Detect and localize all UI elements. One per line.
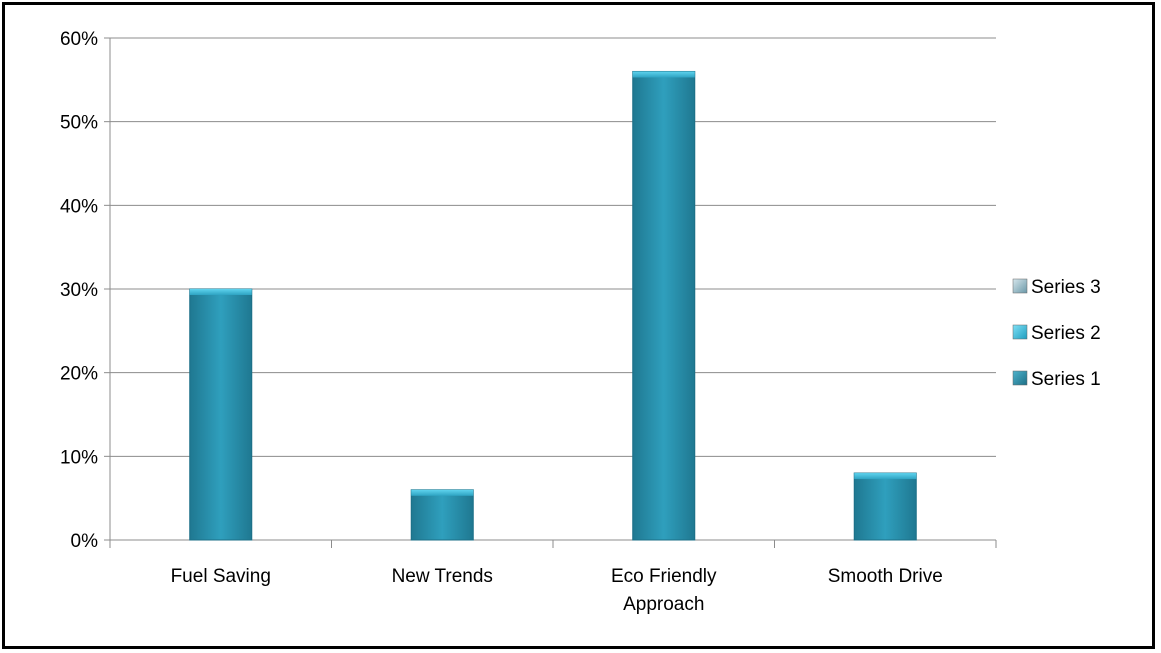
- bar-top: [854, 473, 917, 480]
- legend: Series 3 Series 2 Series 1: [1012, 277, 1101, 390]
- bars: [189, 70, 917, 541]
- x-tick-label: Fuel Saving: [171, 566, 271, 587]
- axes: [104, 37, 997, 548]
- x-tick-label: New Trends: [392, 566, 493, 587]
- bar: [189, 288, 253, 541]
- legend-label: Series 2: [1031, 323, 1101, 344]
- legend-swatch: [1012, 370, 1028, 386]
- y-tick-label: 60%: [60, 29, 98, 50]
- legend-swatch: [1012, 324, 1028, 340]
- gridlines: [110, 37, 996, 457]
- bar: [632, 70, 696, 541]
- tick-labels: 0% 10% 20% 30% 40% 50% 60% Fuel Saving New Trend…: [60, 29, 943, 615]
- legend-label: Series 3: [1031, 277, 1101, 298]
- bar: [853, 472, 917, 541]
- bar-top: [632, 71, 695, 78]
- y-tick-label: 10%: [60, 447, 98, 468]
- y-tick-label: 40%: [60, 196, 98, 217]
- bar: [410, 489, 474, 541]
- y-tick-label: 0%: [71, 531, 99, 552]
- x-tick-label: Eco Friendly Approach: [611, 566, 717, 615]
- bar-top: [411, 489, 474, 496]
- bar-top: [189, 289, 252, 295]
- y-tick-label: 30%: [60, 280, 98, 301]
- y-tick-label: 20%: [60, 364, 98, 385]
- y-tick-label: 50%: [60, 113, 98, 134]
- x-tick-label: Smooth Drive: [828, 566, 943, 587]
- legend-swatch: [1012, 278, 1028, 294]
- legend-label: Series 1: [1031, 369, 1101, 390]
